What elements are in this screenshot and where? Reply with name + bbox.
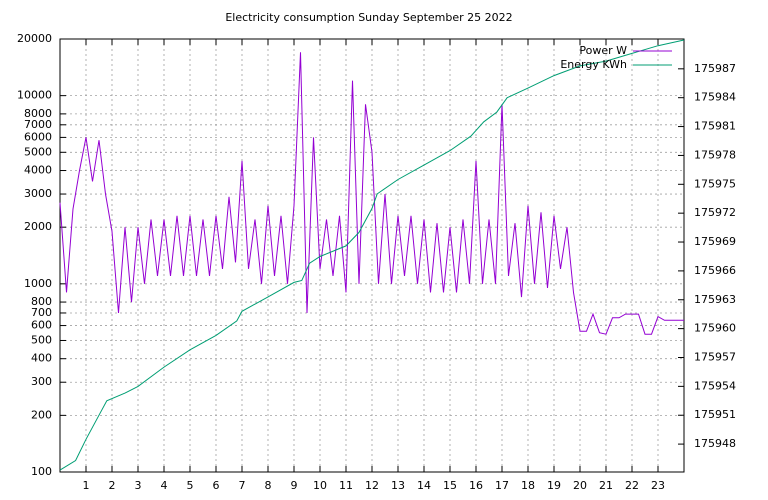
x-tick-label: 5: [187, 479, 194, 492]
y2-tick-label: 175960: [694, 322, 736, 335]
y-tick-label: 500: [31, 333, 52, 346]
y2-tick-label: 175969: [694, 235, 736, 248]
x-tick-label: 20: [573, 479, 587, 492]
y-tick-label: 20000: [17, 32, 52, 45]
y2-tick-label: 175963: [694, 293, 736, 306]
y-tick-label: 10000: [17, 89, 52, 102]
x-tick-label: 12: [365, 479, 379, 492]
x-tick-label: 22: [625, 479, 639, 492]
y-tick-label: 700: [31, 306, 52, 319]
series-line: [59, 52, 684, 335]
x-tick-label: 11: [339, 479, 353, 492]
x-tick-label: 21: [599, 479, 613, 492]
series-line: [59, 39, 685, 471]
y-tick-label: 5000: [24, 145, 52, 158]
x-tick-label: 17: [495, 479, 509, 492]
y2-tick-label: 175954: [694, 379, 736, 392]
y-tick-label: 800: [31, 295, 52, 308]
x-tick-label: 14: [417, 479, 431, 492]
y2-tick-label: 175987: [694, 62, 736, 75]
y2-tick-label: 175966: [694, 264, 736, 277]
legend-label: Power W: [579, 44, 627, 57]
x-tick-label: 18: [521, 479, 535, 492]
x-tick-label: 13: [391, 479, 405, 492]
x-tick-label: 19: [547, 479, 561, 492]
y-tick-label: 2000: [24, 220, 52, 233]
y2-tick-label: 175957: [694, 350, 736, 363]
y2-tick-label: 175981: [694, 120, 736, 133]
y-tick-label: 400: [31, 352, 52, 365]
y2-tick-label: 175972: [694, 206, 736, 219]
x-tick-label: 16: [469, 479, 483, 492]
y-tick-label: 600: [31, 319, 52, 332]
x-tick-label: 1: [83, 479, 90, 492]
y-tick-label: 6000: [24, 130, 52, 143]
y-tick-label: 7000: [24, 118, 52, 131]
y-tick-label: 3000: [24, 187, 52, 200]
x-tick-label: 8: [265, 479, 272, 492]
y-tick-label: 4000: [24, 164, 52, 177]
x-tick-label: 23: [651, 479, 665, 492]
y2-tick-label: 175951: [694, 408, 736, 421]
x-tick-label: 9: [291, 479, 298, 492]
x-tick-label: 4: [161, 479, 168, 492]
y2-tick-label: 175978: [694, 148, 736, 161]
y-tick-label: 8000: [24, 107, 52, 120]
y-tick-label: 1000: [24, 277, 52, 290]
chart-title: Electricity consumption Sunday September…: [225, 11, 512, 24]
y2-tick-label: 175984: [694, 91, 736, 104]
x-tick-label: 3: [135, 479, 142, 492]
plot-frame: [59, 38, 685, 473]
y-tick-label: 100: [31, 465, 52, 478]
x-tick-label: 7: [239, 479, 246, 492]
y2-tick-label: 175975: [694, 177, 736, 190]
x-tick-label: 15: [443, 479, 457, 492]
x-tick-label: 6: [213, 479, 220, 492]
y2-tick-label: 175948: [694, 437, 736, 450]
y-tick-label: 200: [31, 408, 52, 421]
x-tick-label: 2: [109, 479, 116, 492]
x-tick-label: 10: [313, 479, 327, 492]
y-tick-label: 300: [31, 375, 52, 388]
legend-label: Energy KWh: [560, 58, 627, 71]
